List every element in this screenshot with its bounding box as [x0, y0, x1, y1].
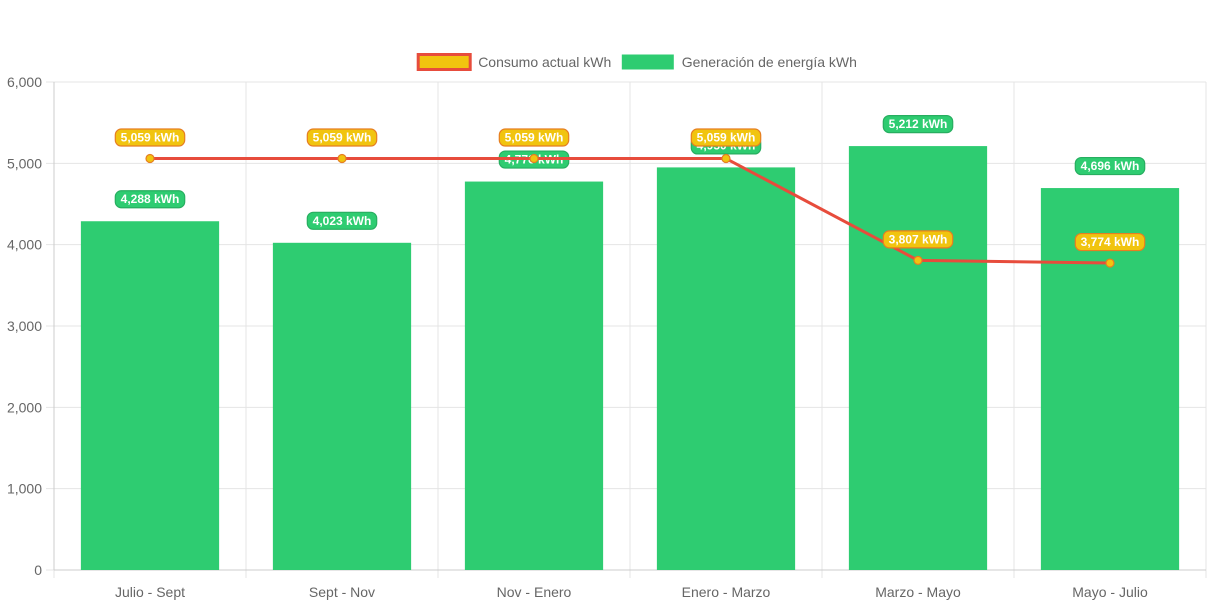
line-point[interactable]	[145, 153, 155, 164]
legend-swatch	[621, 54, 674, 70]
bar-data-label-text: 4,288 kWh	[121, 192, 180, 206]
bar-data-label-background	[114, 190, 186, 209]
legend-item[interactable]: Consumo actual kWh	[416, 53, 611, 71]
line-data-label-background	[882, 230, 954, 249]
bar-data-label-text: 4,023 kWh	[313, 214, 372, 228]
bar[interactable]	[464, 181, 604, 570]
bar-data-label: 4,023 kWh	[306, 211, 378, 230]
line-data-label-background	[690, 128, 762, 147]
y-axis-ticks: 0 1,000 2,000 3,000 4,000 5,000 6,000	[7, 74, 42, 578]
y-tick-label: 1,000	[7, 481, 42, 497]
line-data-label-text: 5,059 kWh	[505, 131, 564, 145]
bar[interactable]	[272, 242, 412, 570]
chart-legend[interactable]: Consumo actual kWh Generación de energía …	[416, 53, 857, 71]
legend-item[interactable]: Generación de energía kWh	[621, 54, 857, 70]
legend-swatch	[416, 53, 472, 71]
bar-data-label-background	[882, 114, 954, 134]
bar[interactable]	[80, 221, 220, 570]
grid-lines	[46, 81, 1207, 578]
line-path	[150, 157, 1111, 265]
x-tick-label: Mayo - Julio	[1072, 584, 1148, 600]
bar-data-label-text: 5,212 kWh	[889, 117, 948, 131]
legend-label: Generación de energía kWh	[682, 54, 857, 70]
x-tick-label: Nov - Enero	[497, 584, 572, 600]
line-data-label-text: 5,059 kWh	[121, 131, 180, 145]
x-tick-label: Marzo - Mayo	[875, 584, 961, 600]
y-tick-label: 4,000	[7, 237, 42, 253]
line-data-label: 5,059 kWh	[306, 128, 378, 147]
line-data-label: 5,059 kWh	[114, 128, 186, 147]
bar[interactable]	[848, 146, 988, 570]
line-data-label-text: 3,774 kWh	[1081, 235, 1140, 249]
x-axis-ticks: Julio - Sept Sept - Nov Nov - Enero Enero -…	[115, 584, 1148, 600]
bar-series	[80, 146, 1180, 571]
line-point[interactable]	[913, 255, 923, 265]
bar-data-label: 4,696 kWh	[1074, 156, 1146, 176]
x-tick-label: Sept - Nov	[309, 584, 375, 600]
line-data-label-background	[306, 128, 378, 147]
y-tick-label: 5,000	[7, 155, 42, 171]
bar-data-label-text: 4,696 kWh	[1081, 159, 1140, 173]
bar-data-label: 4,288 kWh	[114, 190, 186, 209]
line-point[interactable]	[1105, 258, 1115, 268]
bar[interactable]	[1040, 188, 1180, 571]
y-tick-label: 0	[34, 562, 42, 578]
line-data-label: 5,059 kWh	[690, 128, 762, 147]
line-data-label-background	[1074, 232, 1146, 252]
line-data-label-text: 5,059 kWh	[313, 131, 372, 145]
line-data-labels: 5,059 kWh 5,059 kWh 5,059 kWh 5,059 kWh 3,80…	[114, 128, 1146, 252]
line-data-label-text: 5,059 kWh	[697, 131, 756, 145]
line-point[interactable]	[721, 153, 731, 164]
y-tick-label: 2,000	[7, 399, 42, 415]
line-data-label-background	[498, 128, 570, 147]
line-data-label: 5,059 kWh	[498, 128, 570, 147]
line-data-label: 3,774 kWh	[1074, 232, 1146, 252]
line-point[interactable]	[529, 153, 539, 164]
line-data-label-background	[114, 128, 186, 147]
line-data-label: 3,807 kWh	[882, 230, 954, 249]
bar-data-label: 5,212 kWh	[882, 114, 954, 134]
line-series	[145, 153, 1115, 268]
x-tick-label: Enero - Marzo	[682, 584, 771, 600]
bar-data-label-background	[306, 211, 378, 230]
legend-label: Consumo actual kWh	[478, 54, 611, 70]
line-point[interactable]	[337, 153, 347, 164]
y-tick-label: 3,000	[7, 318, 42, 334]
line-data-label-text: 3,807 kWh	[889, 232, 948, 246]
bar-data-label-background	[1074, 156, 1146, 176]
x-tick-label: Julio - Sept	[115, 584, 185, 600]
y-tick-label: 6,000	[7, 74, 42, 90]
bar[interactable]	[656, 167, 796, 570]
